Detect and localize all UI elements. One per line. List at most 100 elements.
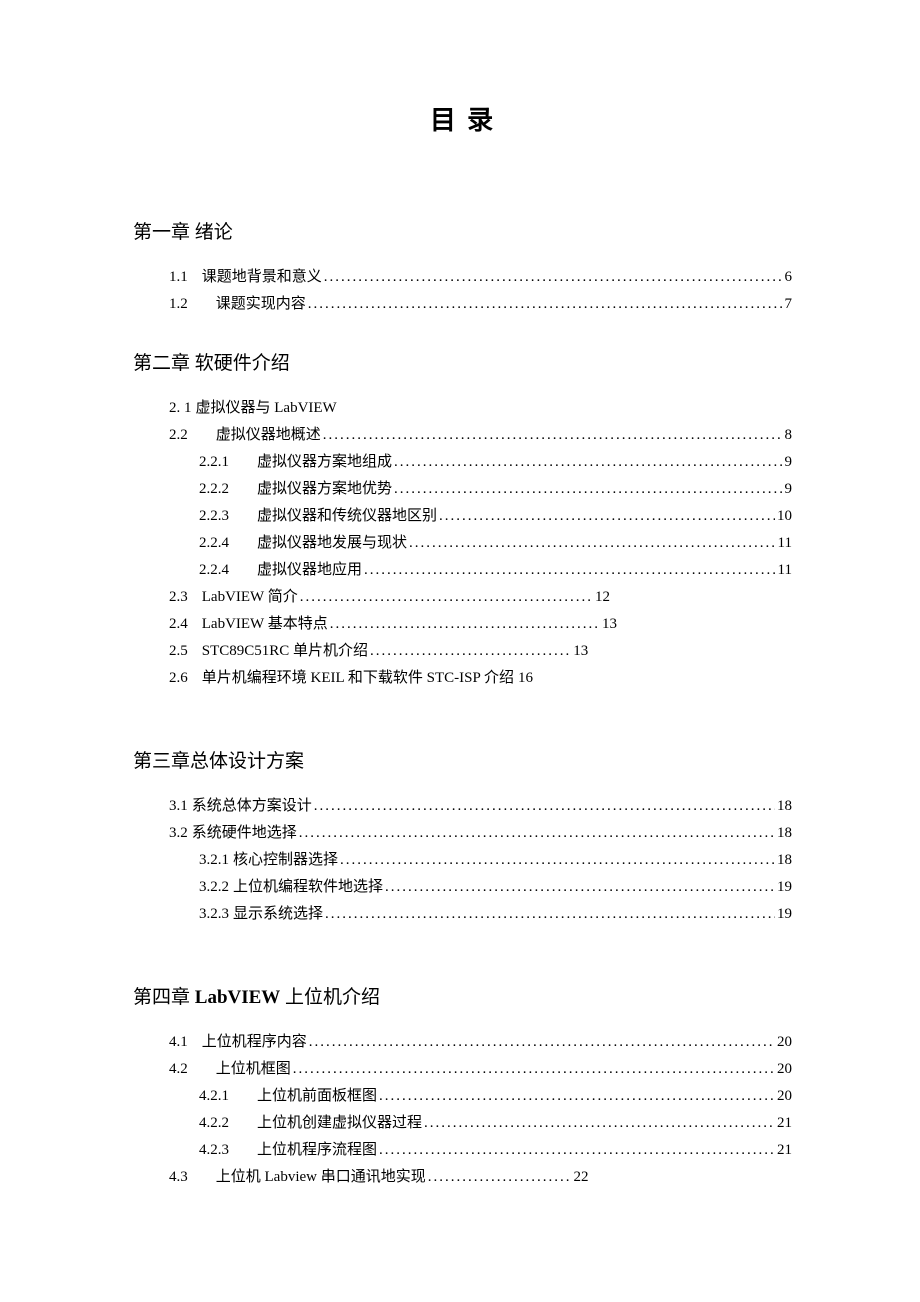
entry-leader: ................................... xyxy=(370,638,571,665)
entry-leader xyxy=(439,503,775,530)
table-of-contents: 第一章 绪论1.1课题地背景和意义61.2课题实现内容7第二章 软硬件介绍2. … xyxy=(133,217,792,1191)
entry-label: 上位机创建虚拟仪器过程 xyxy=(257,1110,422,1137)
entry-number: 4.2.1 xyxy=(199,1083,229,1110)
entry-label: 上位机程序内容 xyxy=(202,1029,307,1056)
toc-entry: 2. 1虚拟仪器与 LabVIEW xyxy=(133,395,792,422)
entry-page: 18 xyxy=(777,820,792,847)
entry-page: 20 xyxy=(777,1029,792,1056)
entry-page: 6 xyxy=(785,264,793,291)
toc-entry: 3.2.1核心控制器选择18 xyxy=(133,847,792,874)
spacing-gap xyxy=(133,692,792,716)
entry-label: 系统硬件地选择 xyxy=(192,820,297,847)
entry-leader xyxy=(293,1056,775,1083)
entry-leader: ........................................… xyxy=(330,611,600,638)
chapter-heading: 第三章总体设计方案 xyxy=(133,746,792,773)
entry-number: 2.2.1 xyxy=(199,449,229,476)
toc-entry: 2.2.4虚拟仪器地发展与现状11 xyxy=(133,530,792,557)
chapter-heading: 第四章 LabVIEW 上位机介绍 xyxy=(133,982,792,1009)
entry-number: 3.2 xyxy=(169,820,188,847)
toc-entry: 3.2.2上位机编程软件地选择 19 xyxy=(133,874,792,901)
entry-label: 虚拟仪器地概述 xyxy=(216,422,321,449)
spacing-gap xyxy=(133,928,792,952)
entry-number: 4.2.3 xyxy=(199,1137,229,1164)
entry-label: 虚拟仪器方案地组成 xyxy=(257,449,392,476)
entry-label: 虚拟仪器方案地优势 xyxy=(257,476,392,503)
toc-entry: 4.2.2 上位机创建虚拟仪器过程 21 xyxy=(133,1110,792,1137)
entry-page: 19 xyxy=(777,901,792,928)
entry-leader xyxy=(394,476,782,503)
entry-number: 2.4 xyxy=(169,611,188,638)
entry-leader xyxy=(324,264,783,291)
toc-entry: 2.2.4 虚拟仪器地应用 11 xyxy=(133,557,792,584)
entry-number: 3.2.2 xyxy=(199,874,229,901)
entry-label: 单片机编程环境 KEIL 和下载软件 STC-ISP 介绍 xyxy=(202,665,514,692)
entry-label: 虚拟仪器地应用 xyxy=(257,557,362,584)
entry-leader xyxy=(379,1137,775,1164)
entry-leader xyxy=(340,847,775,874)
entry-page: 11 xyxy=(778,530,792,557)
toc-entry: 1.1课题地背景和意义6 xyxy=(133,264,792,291)
entry-leader xyxy=(385,874,775,901)
toc-entry: 2.2虚拟仪器地概述8 xyxy=(133,422,792,449)
entry-page: 22 xyxy=(573,1164,588,1191)
entry-leader xyxy=(409,530,776,557)
entry-page: 7 xyxy=(785,291,793,318)
entry-label: 上位机框图 xyxy=(216,1056,291,1083)
entry-page: 8 xyxy=(785,422,793,449)
toc-entry: 2.5STC89C51RC 单片机介绍.....................… xyxy=(133,638,792,665)
toc-entry: 4.1 上位机程序内容 20 xyxy=(133,1029,792,1056)
entry-number: 4.1 xyxy=(169,1029,188,1056)
entry-label: 上位机程序流程图 xyxy=(257,1137,377,1164)
entry-label: 虚拟仪器和传统仪器地区别 xyxy=(257,503,437,530)
entry-page: 20 xyxy=(777,1056,792,1083)
entry-label: 虚拟仪器地发展与现状 xyxy=(257,530,407,557)
entry-number: 2. 1 xyxy=(169,395,192,422)
entry-number: 4.2.2 xyxy=(199,1110,229,1137)
entry-leader xyxy=(323,422,783,449)
chapter-heading-bold: LabVIEW xyxy=(195,987,281,1008)
entry-number: 2.2.4 xyxy=(199,557,229,584)
entry-label: 系统总体方案设计 xyxy=(192,793,312,820)
entry-page: 12 xyxy=(595,584,610,611)
entry-leader: ......................... xyxy=(428,1164,572,1191)
entry-number: 1.2 xyxy=(169,291,188,318)
entry-page: 16 xyxy=(518,665,533,692)
chapter-heading-prefix: 第四章 xyxy=(133,987,195,1008)
entry-page: 13 xyxy=(573,638,588,665)
entry-number: 2.3 xyxy=(169,584,188,611)
entry-leader xyxy=(309,1029,775,1056)
entry-label: LabVIEW 简介 xyxy=(202,584,298,611)
entry-label: LabVIEW 基本特点 xyxy=(202,611,328,638)
entry-leader xyxy=(308,291,783,318)
entry-leader xyxy=(379,1083,775,1110)
toc-entry: 2.4 LabVIEW 基本特点.........................… xyxy=(133,611,792,638)
entry-page: 9 xyxy=(785,449,793,476)
toc-entry: 1.2课题实现内容7 xyxy=(133,291,792,318)
toc-entry: 4.2.3 上位机程序流程图 21 xyxy=(133,1137,792,1164)
entry-number: 3.1 xyxy=(169,793,188,820)
entry-leader xyxy=(394,449,782,476)
entry-page: 20 xyxy=(777,1083,792,1110)
entry-page: 19 xyxy=(777,874,792,901)
page-title: 目 录 xyxy=(133,100,792,137)
entry-page: 21 xyxy=(777,1110,792,1137)
entry-number: 4.2 xyxy=(169,1056,188,1083)
entry-leader xyxy=(299,820,775,847)
entry-leader xyxy=(325,901,775,928)
entry-page: 21 xyxy=(777,1137,792,1164)
entry-page: 11 xyxy=(778,557,792,584)
toc-entry: 2.2.2虚拟仪器方案地优势9 xyxy=(133,476,792,503)
chapter-heading: 第二章 软硬件介绍 xyxy=(133,348,792,375)
entry-label: 课题地背景和意义 xyxy=(202,264,322,291)
entry-number: 2.5 xyxy=(169,638,188,665)
toc-entry: 2.2.1 虚拟仪器方案地组成 9 xyxy=(133,449,792,476)
toc-entry: 2.6单片机编程环境 KEIL 和下载软件 STC-ISP 介绍 16 xyxy=(133,665,792,692)
toc-entry: 4.2 上位机框图 20 xyxy=(133,1056,792,1083)
entry-number: 3.2.1 xyxy=(199,847,229,874)
entry-leader xyxy=(364,557,776,584)
entry-label: 上位机编程软件地选择 xyxy=(233,874,383,901)
document-page: 目 录 第一章 绪论1.1课题地背景和意义61.2课题实现内容7第二章 软硬件介… xyxy=(0,0,920,1291)
entry-page: 18 xyxy=(777,793,792,820)
toc-entry: 4.3上位机 Labview 串口通讯地实现..................… xyxy=(133,1164,792,1191)
entry-number: 2.2.2 xyxy=(199,476,229,503)
